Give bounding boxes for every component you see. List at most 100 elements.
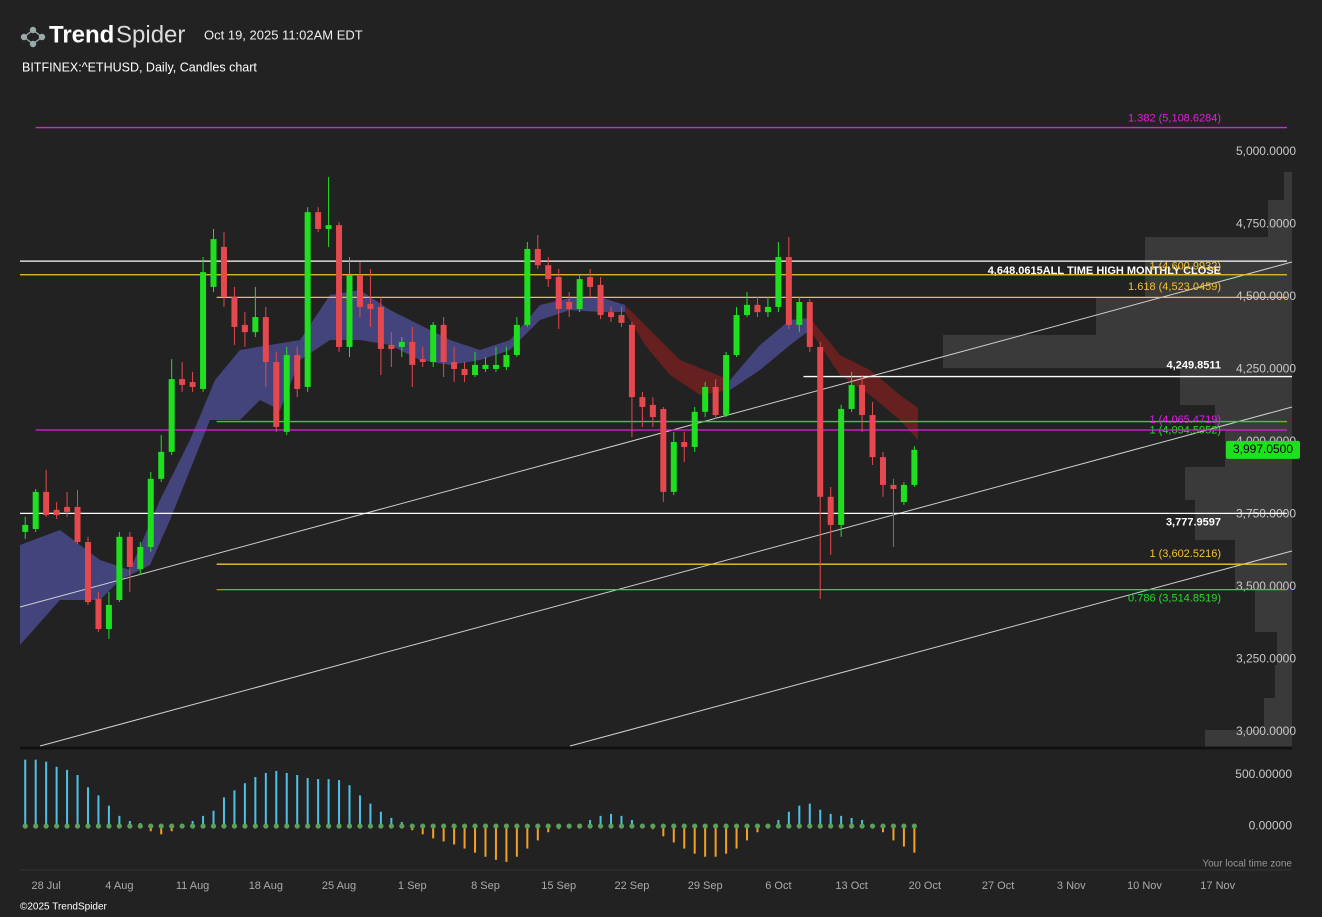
osc-dot: [535, 823, 541, 829]
candle-body: [367, 304, 374, 309]
candle-body: [472, 364, 479, 376]
chart-title: BITFINEX:^ETHUSD, Daily, Candles chart: [22, 60, 257, 74]
osc-bar: [693, 826, 696, 854]
osc-dot: [85, 823, 91, 829]
osc-bar: [913, 826, 916, 853]
osc-bar: [306, 778, 309, 827]
x-tick-label: 27 Oct: [982, 880, 1014, 892]
osc-bar: [338, 780, 341, 827]
osc-bar: [317, 779, 320, 827]
x-tick-label: 18 Aug: [249, 880, 283, 892]
osc-bar: [704, 826, 707, 857]
osc-dot: [273, 823, 279, 829]
candle-body: [733, 315, 740, 356]
x-tick-label: 11 Aug: [176, 880, 209, 892]
level-label: 4,249.8511: [1167, 359, 1221, 371]
x-tick-label: 4 Aug: [105, 880, 133, 892]
osc-bar: [97, 795, 100, 827]
osc-bar: [861, 819, 864, 827]
osc-dot: [116, 823, 122, 829]
candle-body: [890, 484, 897, 489]
osc-dot: [252, 823, 258, 829]
osc-bar: [892, 826, 895, 841]
x-tick-label: 6 Oct: [765, 880, 791, 892]
osc-bar: [118, 815, 121, 827]
x-tick-label: 13 Oct: [835, 880, 867, 892]
level-label: 0.786 (3,514.8519): [1128, 593, 1221, 605]
y-tick-label: 3,000.0000: [1236, 724, 1296, 738]
candle-body: [95, 598, 102, 630]
candle-body: [451, 362, 458, 369]
level-label: 1.382 (5,108.6284): [1128, 112, 1221, 124]
osc-dot: [524, 823, 530, 829]
osc-dot: [22, 823, 28, 829]
candle-body: [859, 384, 866, 416]
candle-body: [262, 317, 269, 363]
osc-bar: [34, 759, 37, 827]
candle-body: [566, 301, 573, 309]
osc-bar: [620, 815, 623, 827]
candle-body: [670, 442, 677, 492]
osc-dot: [441, 823, 447, 829]
osc-bar: [390, 817, 393, 827]
osc-dot: [608, 823, 614, 829]
candle-body: [576, 279, 583, 309]
candle-body: [691, 411, 698, 447]
osc-bar: [160, 826, 163, 835]
logo-icon: [20, 26, 46, 48]
osc-tick-label: 500.00000: [1235, 767, 1292, 781]
last-price-label: 3,997.0500: [1233, 442, 1293, 456]
osc-dot: [325, 823, 332, 829]
osc-dot: [189, 823, 196, 829]
x-tick-label: 20 Oct: [909, 880, 941, 892]
osc-dot: [158, 823, 164, 829]
y-tick-label: 4,250.0000: [1236, 362, 1296, 376]
osc-bar: [296, 774, 299, 827]
osc-dot: [796, 823, 802, 829]
osc-dot: [733, 823, 740, 829]
osc-dot: [629, 823, 635, 829]
candle-body: [660, 408, 667, 492]
osc-dot: [849, 823, 855, 829]
candle-body: [492, 364, 499, 369]
osc-dot: [890, 823, 897, 829]
candle-body: [461, 368, 468, 376]
candle-body: [430, 324, 437, 363]
osc-dot: [284, 823, 290, 829]
candle-body: [723, 355, 730, 416]
osc-bar: [672, 826, 675, 843]
osc-dot: [378, 823, 384, 829]
x-tick-label: 25 Aug: [322, 880, 356, 892]
candle-body: [220, 246, 227, 298]
osc-dot: [597, 823, 604, 829]
osc-bar: [798, 805, 801, 827]
x-tick-label: 1 Sep: [398, 880, 427, 892]
candle-body: [911, 449, 918, 485]
candle-body: [649, 404, 656, 418]
osc-bar: [630, 819, 633, 827]
trend-channel: [19, 261, 1293, 747]
last-price-box: [1226, 440, 1300, 459]
osc-dot: [775, 823, 781, 829]
osc-dot: [346, 823, 353, 829]
y-tick-label: 5,000.0000: [1236, 144, 1296, 158]
candle-body: [900, 484, 907, 503]
osc-bar: [683, 826, 686, 849]
osc-dot: [231, 823, 238, 829]
timestamp: Oct 19, 2025 11:02AM EDT: [204, 27, 363, 42]
osc-bar: [66, 769, 69, 827]
candle-body: [796, 301, 803, 325]
osc-bar: [421, 826, 424, 835]
logo-light: Spider: [116, 21, 185, 48]
candle-body: [294, 355, 301, 389]
osc-bar: [432, 826, 435, 839]
osc-bar: [107, 805, 110, 827]
osc-bar: [735, 826, 738, 849]
osc-dot: [880, 823, 886, 829]
candle-body: [32, 491, 39, 529]
osc-bar: [86, 787, 89, 827]
osc-dot: [671, 823, 677, 829]
candle-body: [848, 384, 855, 409]
candle-body: [597, 284, 604, 316]
